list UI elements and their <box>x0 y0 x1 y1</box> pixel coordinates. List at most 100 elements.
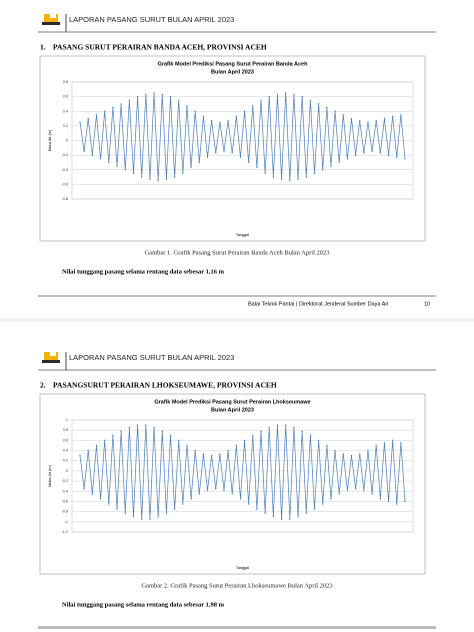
tide-point <box>379 498 382 500</box>
tide-point <box>141 176 143 178</box>
tide-point <box>350 454 353 457</box>
tide-point <box>132 516 135 518</box>
tide-point <box>141 518 143 520</box>
tide-point <box>145 424 147 426</box>
y-tick-label: 0.2 <box>63 124 68 128</box>
logo-base <box>42 22 60 25</box>
tide-point <box>153 92 155 94</box>
tide-point <box>231 493 233 495</box>
tide-point <box>202 453 205 455</box>
tide-point <box>387 154 390 156</box>
tide-point <box>342 453 344 455</box>
tide-point <box>227 120 229 122</box>
tide-point <box>309 99 312 101</box>
tide-line <box>79 92 406 181</box>
tide-point <box>383 442 386 444</box>
bottom-bar <box>38 626 436 629</box>
tide-point <box>206 156 209 159</box>
section-number: 1. <box>40 43 46 52</box>
tide-point <box>284 424 287 426</box>
tide-point <box>161 93 163 96</box>
tide-point <box>256 508 258 510</box>
tide-point <box>215 488 217 490</box>
tide-point <box>322 169 324 171</box>
tide-point <box>330 165 332 167</box>
tide-point <box>215 152 217 154</box>
tide-point <box>297 178 299 180</box>
tide-point <box>289 180 291 182</box>
tide-point <box>120 103 122 105</box>
tide-point <box>396 156 398 159</box>
tide-point <box>330 498 332 500</box>
tide-point <box>87 117 89 120</box>
tide-point <box>342 114 344 116</box>
tide-point <box>145 93 147 96</box>
tide-point <box>91 154 94 156</box>
tide-point <box>194 110 196 112</box>
tide-point <box>268 95 270 98</box>
y-tick-label: -0.2 <box>61 153 68 157</box>
y-tick-label: 0.8 <box>63 428 68 432</box>
tide-point <box>301 95 303 98</box>
tide-point <box>317 439 320 442</box>
chart-title: Bulan April 2023 <box>211 69 254 75</box>
tide-point <box>334 110 336 112</box>
y-tick-label: 0.6 <box>63 438 68 442</box>
tide-point <box>128 99 131 101</box>
tide-point <box>223 489 225 491</box>
tide-point <box>161 430 163 432</box>
tide-point <box>132 172 135 175</box>
tide-point <box>95 114 98 116</box>
tide-point <box>293 93 295 96</box>
tide-point <box>169 434 172 436</box>
tide-point <box>256 166 258 169</box>
tide-point <box>371 493 373 495</box>
y-tick-label: -0.6 <box>61 182 68 186</box>
tide-point <box>400 114 402 116</box>
tide-point <box>124 169 126 171</box>
tide-point <box>198 493 201 495</box>
tide-point <box>280 518 283 520</box>
logo-mark <box>44 352 58 360</box>
y-tick-label: -0.6 <box>61 499 68 503</box>
tide-point <box>83 488 85 490</box>
tide-point <box>194 449 196 452</box>
tide-point <box>383 117 386 120</box>
x-axis-label: Tanggal <box>236 233 249 237</box>
tide-point <box>284 92 287 94</box>
tide-point <box>219 121 221 123</box>
logo <box>42 352 60 363</box>
tide-point <box>346 489 349 491</box>
tide-point <box>322 503 324 505</box>
tide-point <box>116 508 118 510</box>
tide-point <box>206 489 209 491</box>
tide-point <box>95 444 98 447</box>
chart-title: Grafik Model Prediksi Pasang Surut Perai… <box>158 61 309 67</box>
tide-point <box>346 158 349 160</box>
y-tick-label: -0.8 <box>61 197 68 201</box>
tide-point <box>363 152 365 154</box>
tide-point <box>276 93 279 96</box>
tide-point <box>354 488 357 490</box>
tide-point <box>289 518 291 520</box>
logo-mark <box>44 14 58 22</box>
tide-point <box>326 106 328 109</box>
tide-point <box>108 161 110 164</box>
tide-point <box>136 95 139 98</box>
note: Nilai tunggang pasang selama rentang dat… <box>62 601 225 608</box>
tide-point <box>367 121 369 123</box>
tide-point <box>260 430 262 432</box>
tide-point <box>79 121 81 123</box>
tide-point <box>124 512 126 514</box>
tide-point <box>227 449 229 452</box>
tide-point <box>280 178 283 180</box>
tide-point <box>153 426 155 429</box>
y-tick-label: -0.8 <box>61 510 68 514</box>
section-title: PASANG SURUT PERAIRAN BANDA ACEH, PROVIN… <box>53 43 267 52</box>
tide-point <box>182 172 184 175</box>
tide-point <box>219 453 221 455</box>
tide-point <box>268 426 270 429</box>
tide-point <box>165 178 168 180</box>
tide-point <box>243 110 246 112</box>
tide-point <box>231 152 233 154</box>
